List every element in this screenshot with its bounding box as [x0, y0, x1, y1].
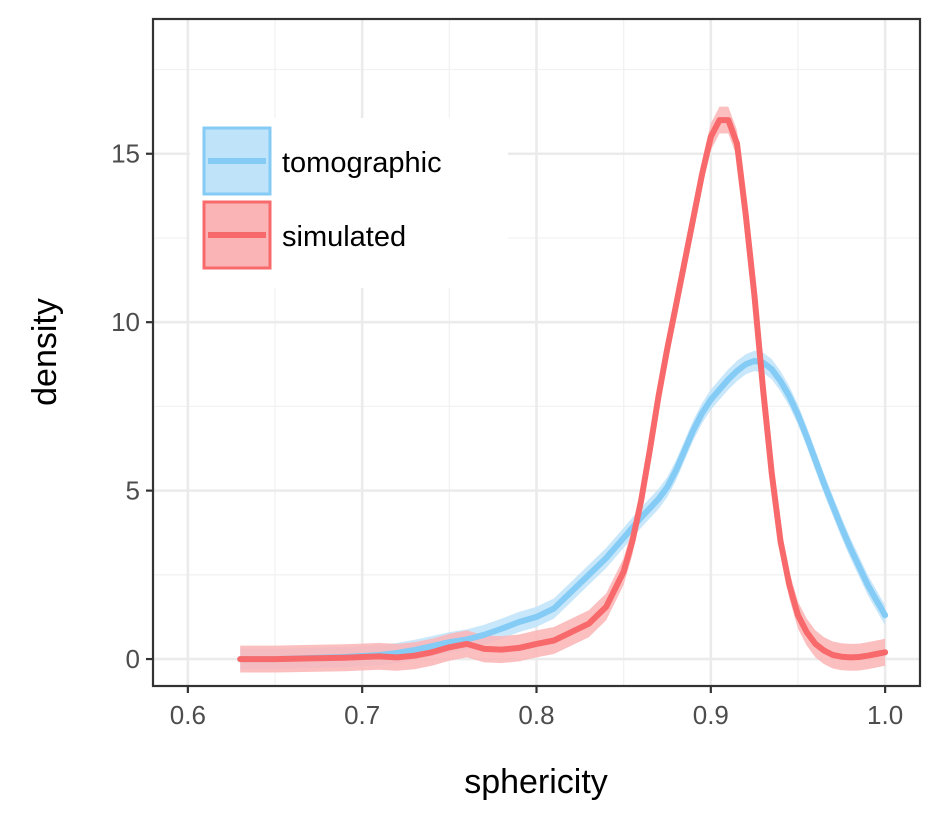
x-tick-label: 0.6 [170, 700, 206, 730]
y-tick-label: 10 [111, 307, 140, 337]
x-tick-label: 0.8 [518, 700, 554, 730]
series-layer [237, 106, 889, 673]
x-axis-title: sphericity [464, 763, 608, 801]
y-tick-label: 0 [126, 644, 140, 674]
line-tomographic [237, 357, 889, 663]
y-tick-label: 15 [111, 139, 140, 169]
major-grid [153, 19, 920, 686]
x-tick-label: 0.9 [693, 700, 729, 730]
x-axis: 0.6 0.7 0.8 0.9 1.0 [170, 686, 903, 730]
y-tick-label: 5 [126, 476, 140, 506]
legend-label-simulated: simulated [282, 221, 406, 253]
legend-item-tomographic: tomographic [202, 126, 442, 196]
band-tomographic [240, 350, 886, 670]
legend-item-simulated: simulated [202, 200, 406, 270]
x-tick-label: 0.7 [344, 700, 380, 730]
legend-label-tomographic: tomographic [282, 147, 442, 179]
x-tick-label: 1.0 [867, 700, 903, 730]
line-simulated [237, 117, 889, 663]
y-axis: 0 5 10 15 [111, 139, 153, 674]
legend: tomographic simulated [190, 118, 508, 288]
y-axis-title: density [26, 298, 64, 406]
